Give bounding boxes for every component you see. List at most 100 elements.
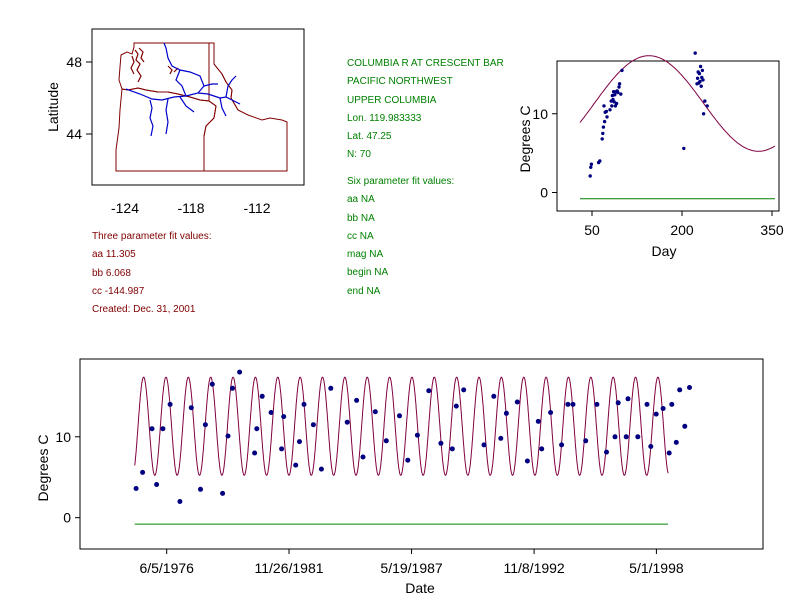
six-param-begin: begin NA bbox=[347, 267, 389, 279]
data-point bbox=[167, 401, 173, 407]
ytick-label: 0 bbox=[63, 510, 71, 526]
data-point bbox=[548, 410, 554, 415]
data-point bbox=[254, 426, 260, 432]
three-param-aa: aa 11.305 bbox=[92, 249, 136, 261]
data-point bbox=[697, 71, 702, 76]
data-point bbox=[669, 401, 675, 407]
data-point bbox=[414, 432, 420, 438]
seasonal-fit-curve bbox=[579, 55, 776, 152]
six-parameter-fit: Six parameter fit values: aa NA bb NA cc… bbox=[347, 173, 454, 301]
data-point bbox=[615, 400, 621, 406]
data-point bbox=[354, 397, 360, 403]
willamette-river bbox=[149, 99, 154, 137]
data-point bbox=[279, 446, 285, 452]
station-region: PACIFIC NORTHWEST bbox=[347, 76, 453, 88]
data-point bbox=[604, 449, 609, 455]
data-point bbox=[383, 438, 389, 444]
data-point bbox=[202, 422, 208, 428]
data-point bbox=[653, 411, 659, 417]
data-point bbox=[623, 434, 629, 440]
station-subregion: UPPER COLUMBIA bbox=[347, 94, 437, 106]
data-point bbox=[648, 444, 654, 449]
data-point bbox=[301, 401, 307, 407]
xtick-label: 5/19/1987 bbox=[380, 560, 442, 576]
data-point bbox=[613, 93, 617, 97]
ytick-label: 10 bbox=[55, 429, 71, 445]
montana-edge bbox=[213, 43, 239, 111]
map-ytick-label: 48 bbox=[66, 54, 82, 70]
clearwater-river bbox=[225, 75, 237, 98]
data-point bbox=[605, 115, 609, 119]
timeseries-xlabel: Date bbox=[405, 580, 435, 596]
station-longitude: Lon. 119.983333 bbox=[347, 112, 422, 124]
xtick-label: 350 bbox=[760, 222, 784, 238]
data-point bbox=[405, 457, 411, 463]
data-point bbox=[293, 462, 299, 468]
six-param-aa: aa NA bbox=[347, 194, 375, 206]
timeseries-ylabel: Degrees C bbox=[35, 435, 51, 502]
data-point bbox=[635, 434, 641, 440]
data-point bbox=[614, 101, 619, 106]
timeseries-fit-curve bbox=[134, 376, 669, 476]
xtick-label: 200 bbox=[670, 222, 694, 238]
data-point bbox=[604, 109, 609, 114]
river-network bbox=[125, 42, 241, 137]
data-point bbox=[602, 119, 607, 124]
data-point bbox=[230, 385, 235, 391]
data-point bbox=[570, 401, 576, 407]
data-point bbox=[682, 423, 688, 429]
data-point bbox=[438, 440, 444, 446]
data-point bbox=[700, 68, 705, 73]
data-point bbox=[666, 450, 672, 456]
seasonal-frame bbox=[556, 60, 780, 212]
data-point bbox=[344, 419, 350, 425]
xtick-label: 6/5/1976 bbox=[139, 560, 194, 576]
xtick-label: 11/26/1981 bbox=[255, 560, 324, 576]
data-point bbox=[583, 438, 589, 444]
data-point bbox=[188, 405, 194, 411]
data-point bbox=[328, 385, 334, 391]
timeseries-chart: 0 10 6/5/1976 11/26/1981 5/19/1987 11/8/1992 5… bbox=[35, 358, 764, 596]
data-point bbox=[601, 131, 605, 136]
data-point bbox=[535, 418, 541, 424]
data-point bbox=[297, 439, 302, 445]
data-point bbox=[559, 442, 565, 448]
data-point bbox=[310, 422, 316, 428]
six-param-cc: cc NA bbox=[347, 230, 374, 242]
data-point bbox=[705, 104, 709, 108]
data-point bbox=[600, 137, 604, 141]
seasonal-chart: 0 10 50 200 350 Day Degrees C bbox=[517, 51, 784, 259]
data-point bbox=[594, 401, 600, 407]
created-date: Created: Dec. 31, 2001 bbox=[92, 304, 196, 316]
data-point bbox=[625, 396, 631, 402]
data-point bbox=[318, 466, 324, 472]
data-point bbox=[514, 399, 520, 405]
data-point bbox=[598, 159, 602, 163]
six-param-bb: bb NA bbox=[347, 212, 375, 224]
data-point bbox=[616, 90, 620, 95]
data-point bbox=[698, 64, 703, 69]
data-point bbox=[225, 433, 231, 439]
data-point bbox=[620, 68, 624, 73]
six-param-mag: mag NA bbox=[347, 249, 384, 261]
map-frame bbox=[91, 28, 305, 186]
station-info: COLUMBIA R AT CRESCENT BAR PACIFIC NORTH… bbox=[347, 55, 504, 165]
station-latitude: Lat. 47.25 bbox=[347, 131, 392, 143]
xtick-label: 5/1/1998 bbox=[629, 560, 684, 576]
data-point bbox=[617, 85, 621, 89]
data-point bbox=[701, 112, 706, 116]
data-point bbox=[602, 104, 606, 108]
data-point bbox=[397, 413, 402, 419]
data-point bbox=[281, 414, 287, 420]
ytick-label: 10 bbox=[532, 106, 548, 122]
data-point bbox=[611, 90, 616, 94]
data-point bbox=[644, 401, 650, 407]
data-point bbox=[601, 125, 606, 129]
data-point bbox=[140, 469, 146, 475]
data-point bbox=[453, 403, 459, 409]
data-point bbox=[693, 51, 697, 55]
data-point bbox=[220, 490, 226, 496]
data-point bbox=[687, 385, 692, 390]
ytick-label: 0 bbox=[540, 185, 548, 201]
